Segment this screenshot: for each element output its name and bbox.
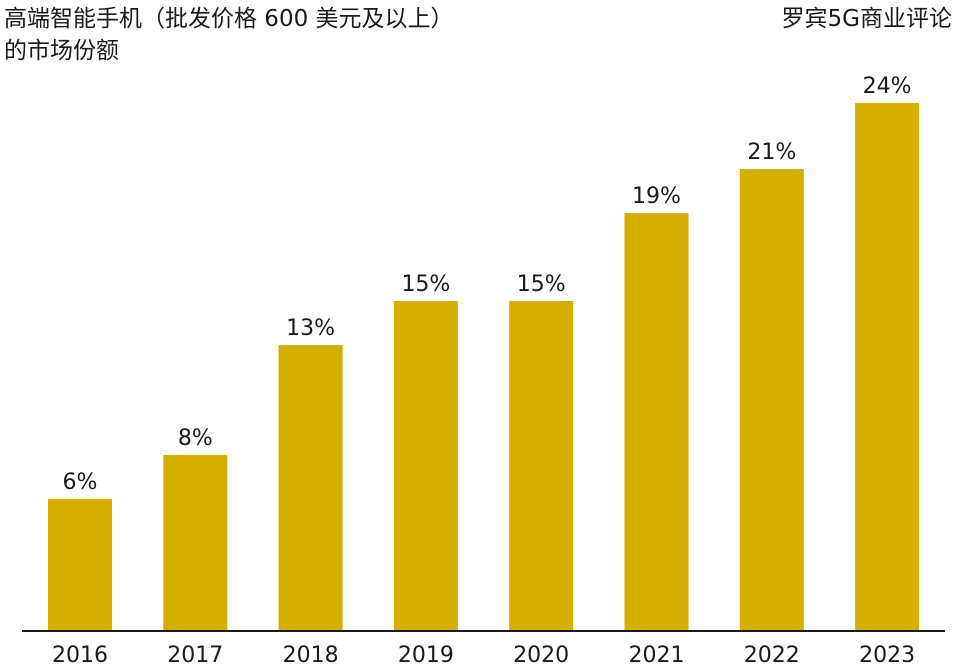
- bar-2016: [48, 499, 112, 631]
- x-tick-label-2017: 2017: [167, 643, 223, 667]
- x-tick-label-2021: 2021: [629, 643, 685, 667]
- bar-2018: [278, 345, 343, 631]
- data-label-2021: 19%: [632, 184, 681, 209]
- data-label-2018: 13%: [286, 316, 335, 341]
- bar-2020: [509, 301, 574, 631]
- data-label-2023: 24%: [863, 74, 912, 99]
- bar-2021: [624, 213, 689, 631]
- x-tick-label-2022: 2022: [744, 643, 800, 667]
- x-tick-label-2016: 2016: [52, 643, 108, 667]
- source-credit: 罗宾5G商业评论: [781, 6, 952, 32]
- chart-title: 高端智能手机（批发价格 600 美元及以上） 的市场份额: [4, 3, 564, 67]
- data-label-2022: 21%: [747, 140, 796, 165]
- x-tick-label-2018: 2018: [283, 643, 339, 667]
- data-label-2019: 15%: [401, 272, 450, 297]
- data-label-2016: 6%: [63, 470, 98, 495]
- chart-title-line-1: 高端智能手机（批发价格 600 美元及以上）: [4, 6, 454, 32]
- bars-group: [48, 103, 920, 631]
- x-tick-label-2019: 2019: [398, 643, 454, 667]
- bar-2017: [163, 455, 228, 631]
- x-tick-label-2020: 2020: [513, 643, 569, 667]
- x-tick-labels-group: 2016 2017 2018 2019 2020 2021 2022 2023: [52, 643, 915, 667]
- bar-2023: [855, 103, 920, 631]
- bar-2019: [393, 301, 458, 631]
- data-label-2017: 8%: [178, 426, 213, 451]
- data-label-2020: 15%: [517, 272, 566, 297]
- chart-title-line-2: 的市场份额: [4, 38, 119, 64]
- x-tick-label-2023: 2023: [859, 643, 915, 667]
- bar-2022: [739, 169, 804, 631]
- data-labels-group: 6% 8% 13% 15% 15% 19% 21% 24%: [63, 74, 912, 495]
